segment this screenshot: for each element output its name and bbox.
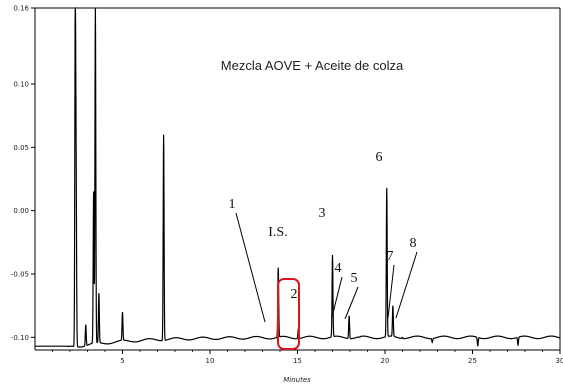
y-tick-label: 0.05 bbox=[13, 144, 29, 152]
peak-label: I.S. bbox=[268, 225, 287, 240]
chromatogram-trace bbox=[35, 7, 560, 348]
y-axis: 0.16 0.10 0.05 0.00 -0.05 -0.10 bbox=[11, 5, 35, 342]
x-tick-label: 10 bbox=[206, 357, 215, 365]
peak-label: 6 bbox=[376, 150, 383, 165]
peak-label: 7 bbox=[387, 249, 394, 264]
peak-leader-line bbox=[235, 212, 266, 323]
highlight-box bbox=[277, 278, 300, 350]
y-tick-label: 0.10 bbox=[13, 81, 29, 89]
y-tick-label: 0.16 bbox=[13, 5, 29, 13]
peak-label: 4 bbox=[335, 261, 342, 276]
chart-title: Mezcla AOVE + Aceite de colza bbox=[221, 58, 404, 73]
y-tick-label: -0.05 bbox=[11, 271, 29, 279]
peak-label: 8 bbox=[410, 236, 417, 251]
peak-label: 5 bbox=[351, 271, 358, 286]
y-tick-label: 0.00 bbox=[13, 207, 29, 215]
peak-leader-line bbox=[344, 286, 359, 320]
peak-label: 3 bbox=[319, 206, 326, 221]
x-axis: 5 10 15 20 25 30 bbox=[52, 350, 563, 365]
x-axis-label: Minutes bbox=[283, 376, 311, 384]
x-tick-label: 25 bbox=[468, 357, 477, 365]
peak-leader-line bbox=[387, 264, 395, 319]
x-tick-label: 15 bbox=[293, 357, 302, 365]
y-tick-label: -0.10 bbox=[11, 334, 29, 342]
x-tick-label: 5 bbox=[120, 357, 124, 365]
x-tick-label: 30 bbox=[556, 357, 563, 365]
peak-label: 1 bbox=[229, 197, 236, 212]
x-tick-label: 20 bbox=[381, 357, 390, 365]
peak-annotations: 1 I.S. 2 3 45 6 7 8 bbox=[229, 150, 418, 323]
peak-label: 2 bbox=[291, 287, 298, 302]
peak-leader-line bbox=[331, 276, 343, 318]
peak-leader-line bbox=[395, 251, 418, 319]
